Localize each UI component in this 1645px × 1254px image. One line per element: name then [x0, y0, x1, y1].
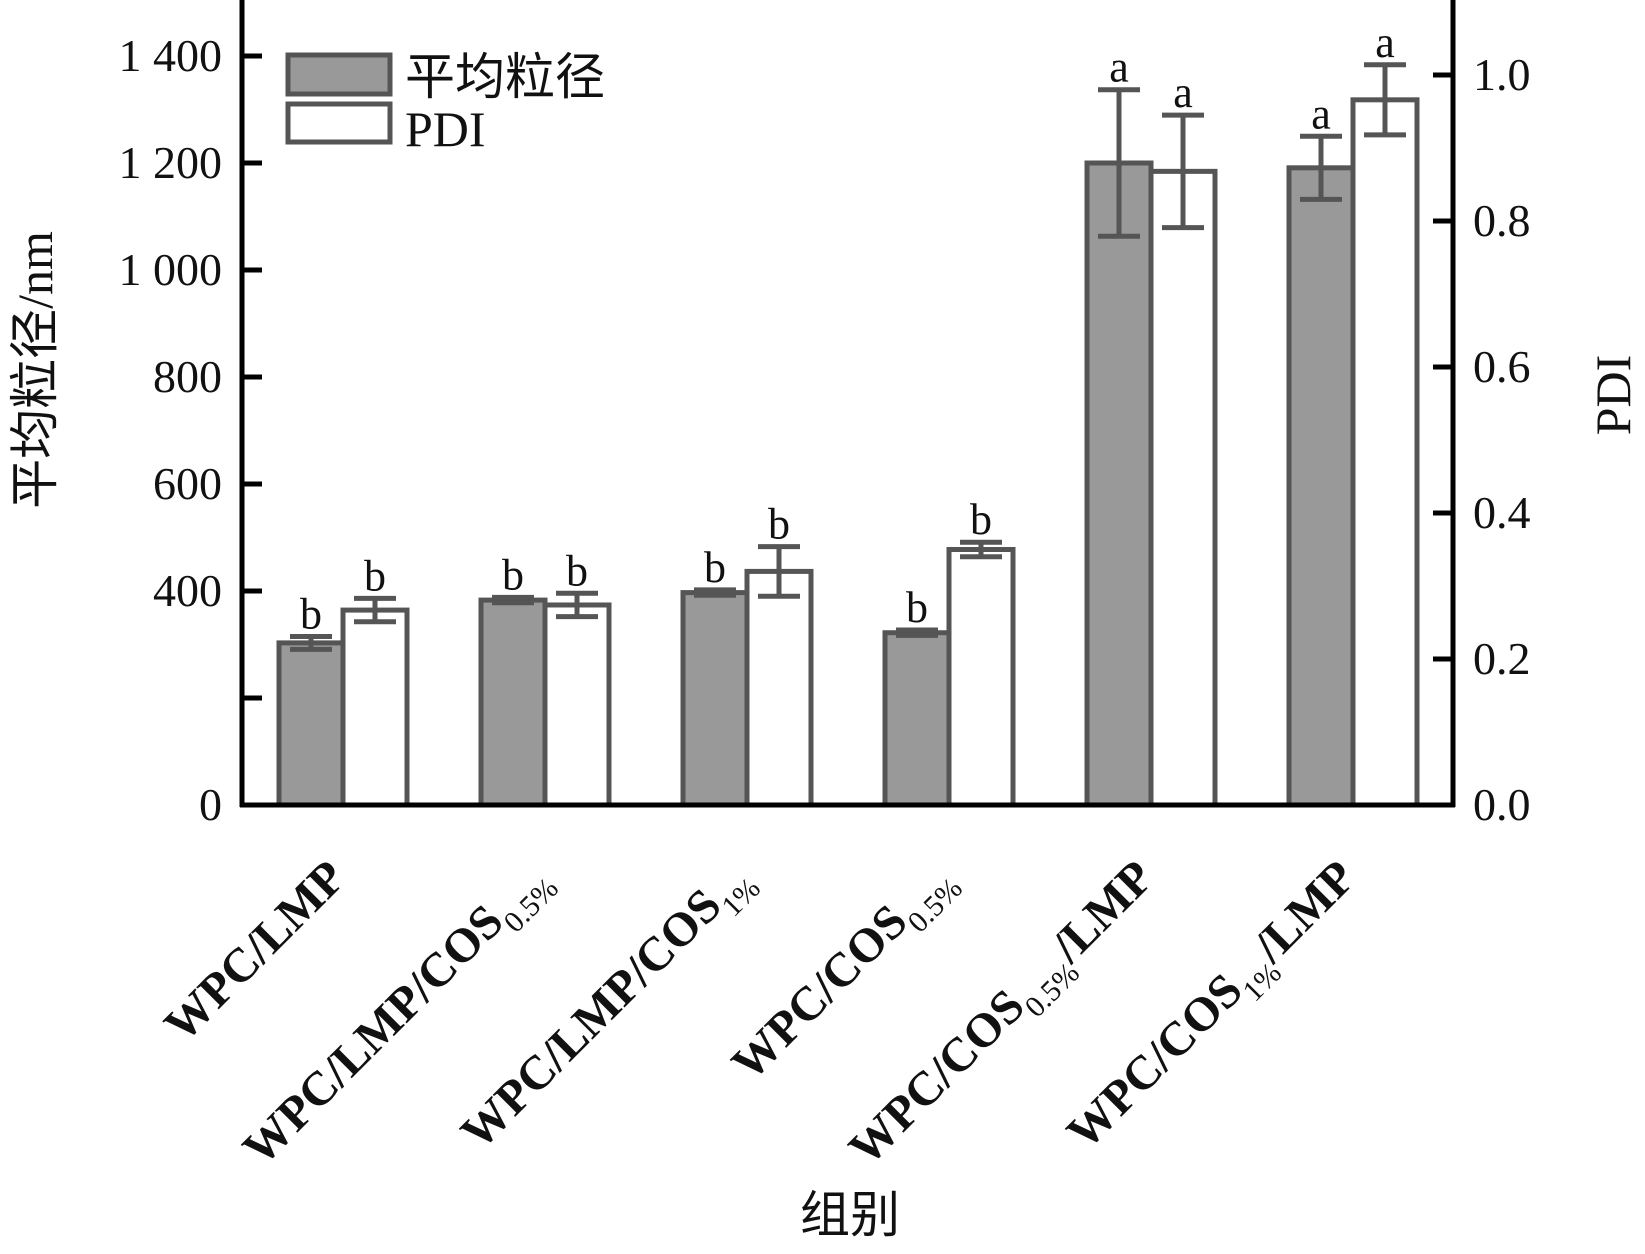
significance-letter: a	[1375, 18, 1395, 67]
right-ticks: 0.0 0.2 0.4 0.6 0.8 1.0	[1433, 49, 1531, 830]
significance-letter: b	[364, 551, 386, 600]
legend-swatch-pdi	[285, 101, 393, 145]
right-tick-label: 0.6	[1473, 341, 1531, 392]
right-tick-label: 0.2	[1473, 633, 1531, 684]
bar-pdi	[542, 602, 612, 808]
bar-pdi	[744, 568, 814, 808]
x-label-main: WPC/COS	[839, 979, 1035, 1175]
x-label-suffix: /LMP	[1243, 850, 1366, 973]
bar-pdi	[1148, 168, 1218, 808]
right-tick-label: 0.0	[1473, 779, 1531, 830]
x-tick-labels: WPC/LMPWPC/LMP/COS0.5%WPC/LMP/COS1%WPC/C…	[154, 850, 1366, 1175]
right-tick-label: 0.4	[1473, 487, 1531, 538]
y-axis-left-title: 平均粒径/nm	[7, 231, 63, 509]
right-tick-label: 1.0	[1473, 49, 1531, 100]
significance-letter: b	[970, 495, 992, 544]
significance-letter: a	[1311, 89, 1331, 138]
bar-size	[882, 630, 952, 808]
significance-letter: b	[906, 583, 928, 632]
left-tick-label: 1 400	[119, 30, 223, 81]
significance-letter: b	[704, 543, 726, 592]
x-label-main: WPC/COS	[722, 894, 918, 1090]
left-tick-label: 800	[153, 351, 222, 402]
bar-size	[478, 597, 548, 808]
bar-size	[1084, 160, 1154, 808]
y-axis-right-title: PDI	[1585, 355, 1641, 436]
legend: 平均粒径 PDI	[285, 49, 605, 157]
error-bars	[290, 62, 1406, 652]
left-tick-label: 400	[153, 565, 222, 616]
x-tick-label: WPC/LMP	[154, 850, 356, 1052]
significance-letter: b	[566, 546, 588, 595]
left-tick-label: 1 000	[119, 244, 223, 295]
left-tick-label: 1 200	[119, 137, 223, 188]
x-label-main: WPC/COS	[1057, 963, 1253, 1159]
bar-pdi	[946, 547, 1016, 808]
significance-letter: b	[768, 500, 790, 549]
bar-pdi	[1350, 97, 1420, 808]
x-axis-title: 组别	[800, 1187, 900, 1243]
legend-label-size: 平均粒径	[405, 49, 605, 105]
bar-pdi	[340, 607, 410, 808]
significance-letter: b	[502, 550, 524, 599]
bar-size	[1286, 165, 1356, 808]
bar-size	[276, 640, 346, 808]
legend-swatch-size	[285, 52, 393, 97]
x-label-main: WPC/LMP	[154, 850, 356, 1052]
right-tick-label: 0.8	[1473, 195, 1531, 246]
x-label-suffix: /LMP	[1041, 850, 1164, 973]
bar-size	[680, 590, 750, 808]
left-tick-label: 600	[153, 458, 222, 509]
bars	[276, 97, 1420, 808]
left-tick-label: 0	[199, 779, 222, 830]
significance-letter: b	[300, 589, 322, 638]
significance-letter: a	[1173, 68, 1193, 117]
x-tick-label: WPC/LMP/COS1%	[451, 850, 767, 1166]
significance-letter: a	[1109, 43, 1129, 92]
left-ticks: 0 400 600 800 1 000 1 200 1 400	[119, 30, 262, 830]
legend-label-pdi: PDI	[405, 101, 486, 157]
